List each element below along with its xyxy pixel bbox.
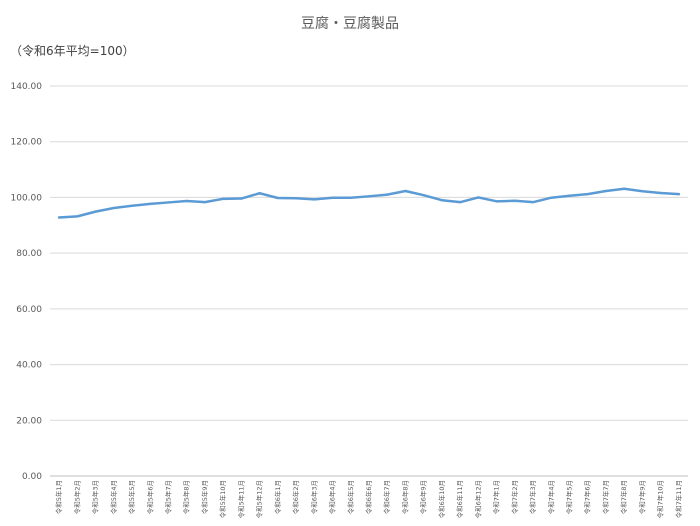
data-point bbox=[367, 195, 371, 198]
data-point bbox=[112, 206, 116, 210]
data-point bbox=[404, 189, 407, 193]
x-tick-label: 令和7年10月 bbox=[656, 480, 665, 518]
x-tick-label: 令和7年8月 bbox=[619, 480, 628, 514]
data-point bbox=[185, 199, 188, 203]
y-tick-label: 120.00 bbox=[11, 138, 43, 148]
y-tick-label: 40.00 bbox=[16, 361, 42, 371]
data-point bbox=[386, 193, 389, 196]
x-tick-label: 令和7年11月 bbox=[674, 480, 683, 518]
data-point bbox=[57, 216, 61, 219]
data-point bbox=[550, 196, 553, 199]
data-point bbox=[203, 200, 207, 204]
data-point bbox=[94, 210, 97, 213]
x-tick-label: 令和6年2月 bbox=[291, 480, 300, 514]
y-tick-label: 140.00 bbox=[11, 82, 43, 92]
x-tick-label: 令和7年1月 bbox=[492, 480, 501, 514]
data-point bbox=[677, 192, 681, 196]
x-tick-label: 令和7年9月 bbox=[637, 480, 646, 514]
data-point bbox=[477, 196, 480, 199]
x-tick-label: 令和7年6月 bbox=[583, 480, 592, 514]
x-tick-label: 令和7年4月 bbox=[546, 480, 555, 514]
x-tick-label: 令和5年5月 bbox=[127, 480, 136, 514]
x-tick-label: 令和6年5月 bbox=[346, 480, 355, 514]
x-tick-label: 令和7年7月 bbox=[601, 480, 610, 514]
data-point bbox=[349, 196, 352, 199]
x-tick-label: 令和5年11月 bbox=[236, 480, 245, 518]
gridlines bbox=[50, 85, 688, 477]
data-point bbox=[604, 189, 608, 193]
data-point bbox=[531, 200, 535, 204]
y-axis-ticks: 0.00 20.00 40.00 60.00 80.00 100.00 120.00 140.… bbox=[11, 82, 43, 482]
data-point bbox=[167, 201, 170, 204]
x-tick-label: 令和6年8月 bbox=[400, 480, 409, 514]
chart-subtitle: （令和6年平均=100） bbox=[10, 43, 135, 58]
data-point bbox=[76, 215, 79, 218]
x-tick-label: 令和6年12月 bbox=[473, 480, 482, 518]
data-point bbox=[458, 200, 462, 204]
y-tick-label: 60.00 bbox=[16, 305, 42, 315]
data-point bbox=[294, 197, 298, 200]
x-tick-label: 令和7年5月 bbox=[565, 480, 574, 514]
data-point bbox=[149, 202, 152, 206]
y-tick-label: 80.00 bbox=[16, 249, 42, 259]
data-point bbox=[221, 197, 225, 201]
data-point bbox=[440, 199, 444, 202]
x-tick-label: 令和6年6月 bbox=[364, 480, 373, 514]
y-tick-label: 20.00 bbox=[16, 416, 42, 426]
x-tick-label: 令和5年6月 bbox=[145, 480, 154, 514]
x-tick-label: 令和5年3月 bbox=[91, 480, 100, 514]
data-point bbox=[641, 190, 644, 193]
data-point bbox=[513, 199, 517, 202]
y-tick-label: 0.00 bbox=[22, 472, 42, 482]
y-tick-label: 100.00 bbox=[11, 193, 43, 203]
x-tick-label: 令和5年4月 bbox=[109, 480, 118, 514]
series-layer bbox=[57, 187, 681, 219]
x-tick-label: 令和6年1月 bbox=[273, 480, 282, 514]
series-line bbox=[57, 187, 681, 219]
data-point bbox=[313, 198, 316, 201]
x-tick-label: 令和6年11月 bbox=[455, 480, 464, 518]
x-tick-label: 令和6年7月 bbox=[382, 480, 391, 514]
data-point bbox=[422, 194, 425, 197]
data-point bbox=[240, 197, 243, 200]
data-point bbox=[568, 194, 571, 197]
data-point bbox=[331, 196, 334, 199]
x-tick-label: 令和7年3月 bbox=[528, 480, 537, 514]
x-tick-label: 令和5年2月 bbox=[72, 480, 81, 514]
x-tick-label: 令和5年12月 bbox=[255, 480, 264, 518]
data-point bbox=[623, 187, 626, 190]
data-point bbox=[258, 192, 261, 195]
x-axis-ticks: 令和5年1月 令和5年2月 令和5年3月 令和5年4月 令和5年5月 令和5年6月 令和5年… bbox=[54, 480, 683, 518]
data-point bbox=[586, 192, 589, 196]
x-tick-label: 令和7年2月 bbox=[510, 480, 519, 514]
x-tick-label: 令和5年10月 bbox=[218, 480, 227, 518]
x-tick-label: 令和5年9月 bbox=[200, 480, 209, 514]
x-tick-label: 令和6年9月 bbox=[419, 480, 428, 514]
data-point bbox=[130, 204, 134, 207]
data-point bbox=[276, 196, 280, 200]
x-tick-label: 令和5年8月 bbox=[182, 480, 191, 514]
x-tick-label: 令和6年10月 bbox=[437, 480, 446, 518]
data-point bbox=[659, 191, 662, 195]
x-tick-label: 令和5年1月 bbox=[54, 480, 63, 514]
x-tick-label: 令和6年3月 bbox=[309, 480, 318, 514]
chart-title: 豆腐・豆腐製品 bbox=[301, 15, 399, 32]
x-tick-label: 令和5年7月 bbox=[163, 480, 172, 514]
x-tick-label: 令和6年4月 bbox=[328, 480, 337, 514]
data-point bbox=[495, 200, 498, 203]
